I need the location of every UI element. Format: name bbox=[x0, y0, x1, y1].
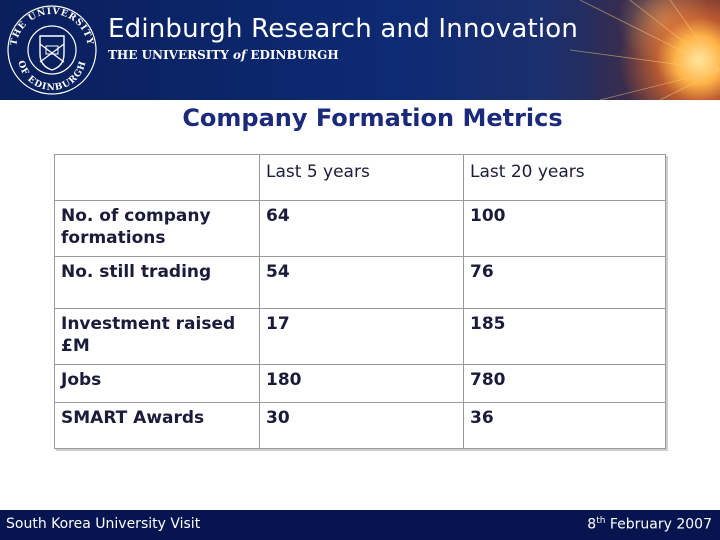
university-seal-logo: THE UNIVERSITY OF EDINBURGH bbox=[7, 5, 97, 95]
slide-title: Company Formation Metrics bbox=[182, 104, 563, 132]
table-header-row: Last 5 years Last 20 years bbox=[54, 154, 666, 201]
table-row: No. still trading 54 76 bbox=[54, 256, 666, 309]
cell-last-20-years: 76 bbox=[463, 256, 666, 309]
cell-last-20-years: 780 bbox=[463, 364, 666, 403]
svg-text:OF EDINBURGH: OF EDINBURGH bbox=[15, 59, 88, 93]
header-banner: THE UNIVERSITY OF EDINBURGH Edinburgh Re… bbox=[0, 0, 720, 100]
footer-date-suffix: th bbox=[596, 516, 606, 526]
row-label: Jobs bbox=[54, 364, 260, 403]
banner-title: Edinburgh Research and Innovation bbox=[108, 14, 579, 44]
header-cell-last-20-years: Last 20 years bbox=[463, 154, 666, 201]
seal-text-bottom: OF EDINBURGH bbox=[15, 59, 87, 93]
footer-date-rest: February 2007 bbox=[605, 516, 712, 533]
seal-text-top: THE UNIVERSITY bbox=[9, 7, 94, 47]
table-row: SMART Awards 30 36 bbox=[54, 402, 666, 449]
footer-date: 8th February 2007 bbox=[587, 516, 712, 533]
svg-text:THE UNIVERSITY: THE UNIVERSITY bbox=[9, 7, 95, 47]
row-label: SMART Awards bbox=[54, 402, 260, 449]
row-label: Investment raised £M bbox=[54, 308, 260, 365]
cell-last-20-years: 185 bbox=[463, 308, 666, 365]
fiber-optic-image bbox=[580, 0, 720, 100]
row-label: No. still trading bbox=[54, 256, 260, 309]
cell-last-5-years: 30 bbox=[259, 402, 464, 449]
banner-subtitle: THE UNIVERSITY of EDINBURGH bbox=[108, 48, 339, 62]
cell-last-5-years: 54 bbox=[259, 256, 464, 309]
header-cell-empty bbox=[54, 154, 260, 201]
footer-date-day: 8 bbox=[587, 516, 597, 533]
row-label: No. of company formations bbox=[54, 200, 260, 257]
cell-last-5-years: 64 bbox=[259, 200, 464, 257]
footer-event: South Korea University Visit bbox=[6, 516, 201, 532]
cell-last-20-years: 36 bbox=[463, 402, 666, 449]
metrics-table: Last 5 years Last 20 years No. of compan… bbox=[54, 154, 666, 449]
subtitle-prefix: THE UNIVERSITY bbox=[108, 48, 234, 62]
cell-last-5-years: 17 bbox=[259, 308, 464, 365]
footer-bar: South Korea University Visit 8th Februar… bbox=[0, 510, 720, 540]
table-row: Jobs 180 780 bbox=[54, 364, 666, 403]
cell-last-20-years: 100 bbox=[463, 200, 666, 257]
subtitle-of: of bbox=[233, 48, 247, 62]
table-row: Investment raised £M 17 185 bbox=[54, 308, 666, 365]
cell-last-5-years: 180 bbox=[259, 364, 464, 403]
subtitle-suffix: EDINBURGH bbox=[246, 48, 339, 62]
fiber-optic-lines bbox=[570, 0, 720, 100]
header-cell-last-5-years: Last 5 years bbox=[259, 154, 464, 201]
table-row: No. of company formations 64 100 bbox=[54, 200, 666, 257]
